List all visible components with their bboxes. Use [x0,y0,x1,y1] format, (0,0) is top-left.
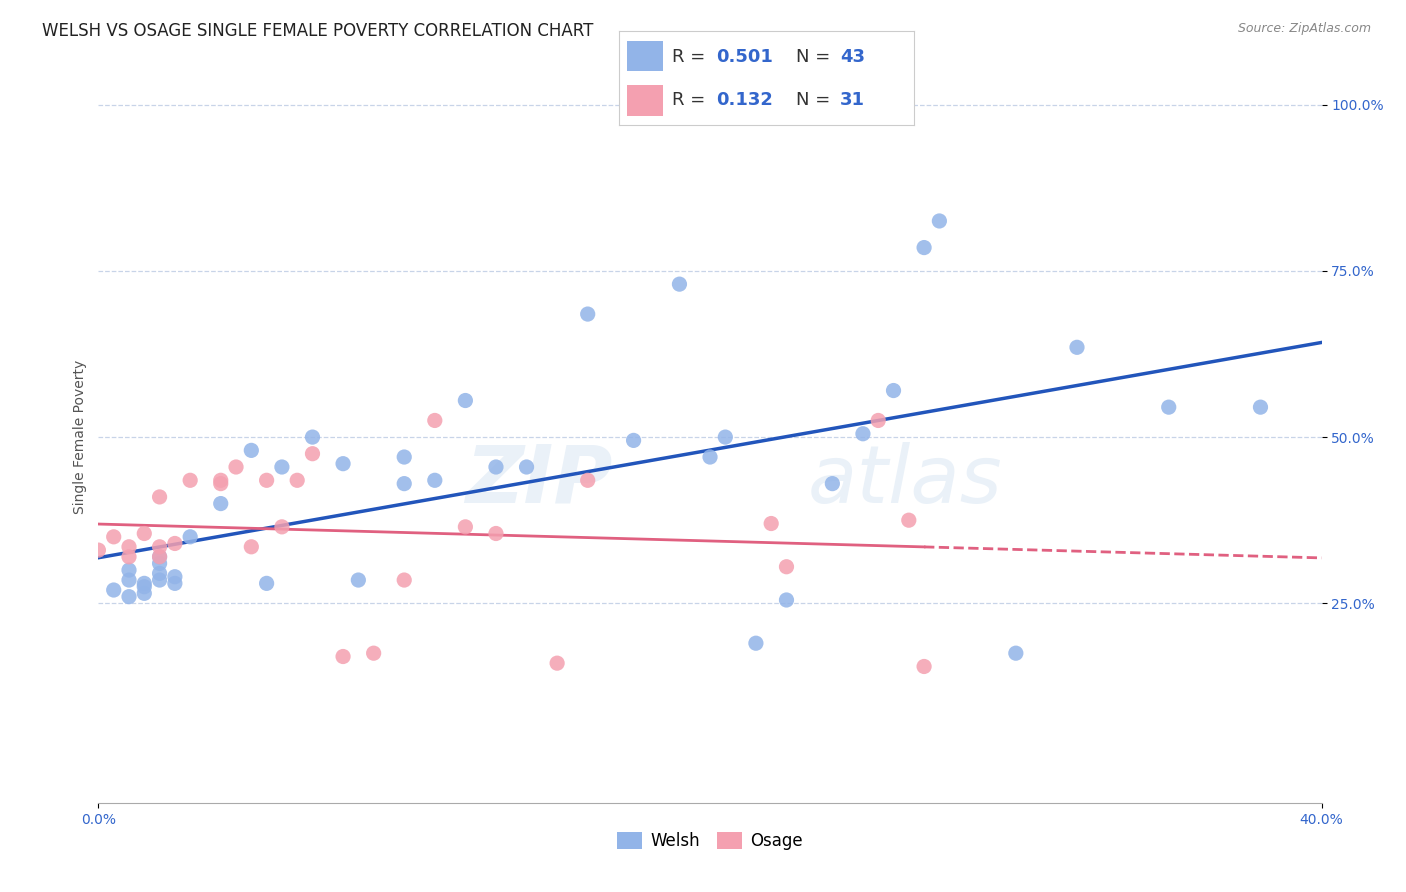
Point [163,570,186,584]
Point [149,549,172,564]
Point [332,649,354,664]
Point [118,573,141,587]
Point [179,473,201,487]
Text: R =: R = [672,47,711,65]
Text: N =: N = [796,47,835,65]
Point [623,434,645,448]
Point [485,526,508,541]
Text: Source: ZipAtlas.com: Source: ZipAtlas.com [1237,22,1371,36]
Point [392,450,416,464]
Point [103,582,125,597]
Text: R =: R = [672,91,711,109]
Point [821,476,844,491]
Point [454,393,477,408]
Point [775,593,797,607]
Point [285,473,308,487]
Text: 0.501: 0.501 [716,47,773,65]
Point [576,307,599,321]
Point [912,241,935,255]
Point [423,473,446,487]
Point [392,476,416,491]
Point [163,536,186,550]
Point [775,559,797,574]
Point [118,590,141,604]
Bar [627,85,664,116]
Point [209,473,232,487]
Bar [627,40,664,71]
Point [134,580,156,594]
Point [485,460,508,475]
Point [347,573,370,587]
Point [209,476,232,491]
Point [392,573,416,587]
Point [87,543,110,558]
Point [179,530,201,544]
Text: WELSH VS OSAGE SINGLE FEMALE POVERTY CORRELATION CHART: WELSH VS OSAGE SINGLE FEMALE POVERTY COR… [42,22,593,40]
Point [868,413,890,427]
Y-axis label: Single Female Poverty: Single Female Poverty [73,360,87,514]
Point [149,540,172,554]
Point [301,447,323,461]
Point [363,646,385,660]
Text: 31: 31 [841,91,865,109]
Point [699,450,721,464]
Point [912,659,935,673]
Point [103,530,125,544]
Text: 0.132: 0.132 [716,91,773,109]
Text: 43: 43 [841,47,865,65]
Point [225,460,247,475]
Point [852,426,875,441]
Point [118,540,141,554]
Point [576,473,599,487]
Point [134,586,156,600]
Point [1157,400,1180,414]
Point [256,576,278,591]
Point [745,636,768,650]
Text: ZIP: ZIP [465,442,612,520]
Point [516,460,538,475]
Point [134,576,156,591]
Point [149,566,172,581]
Point [332,457,354,471]
Point [240,540,263,554]
Point [1066,340,1088,354]
Point [270,460,292,475]
Point [928,214,950,228]
Point [149,490,172,504]
Point [256,473,278,487]
Point [134,526,156,541]
Point [240,443,263,458]
Point [759,516,782,531]
Point [1249,400,1271,414]
Point [149,549,172,564]
Text: N =: N = [796,91,835,109]
Point [209,497,232,511]
Text: atlas: atlas [808,442,1002,520]
Point [897,513,920,527]
Point [668,277,690,292]
Point [270,520,292,534]
Point [546,656,568,670]
Legend: Welsh, Osage: Welsh, Osage [610,825,810,856]
Point [149,573,172,587]
Point [1004,646,1026,660]
Point [149,557,172,571]
Point [163,576,186,591]
Point [301,430,323,444]
Point [118,549,141,564]
Point [118,563,141,577]
Point [454,520,477,534]
Point [714,430,737,444]
Point [423,413,446,427]
Point [883,384,905,398]
